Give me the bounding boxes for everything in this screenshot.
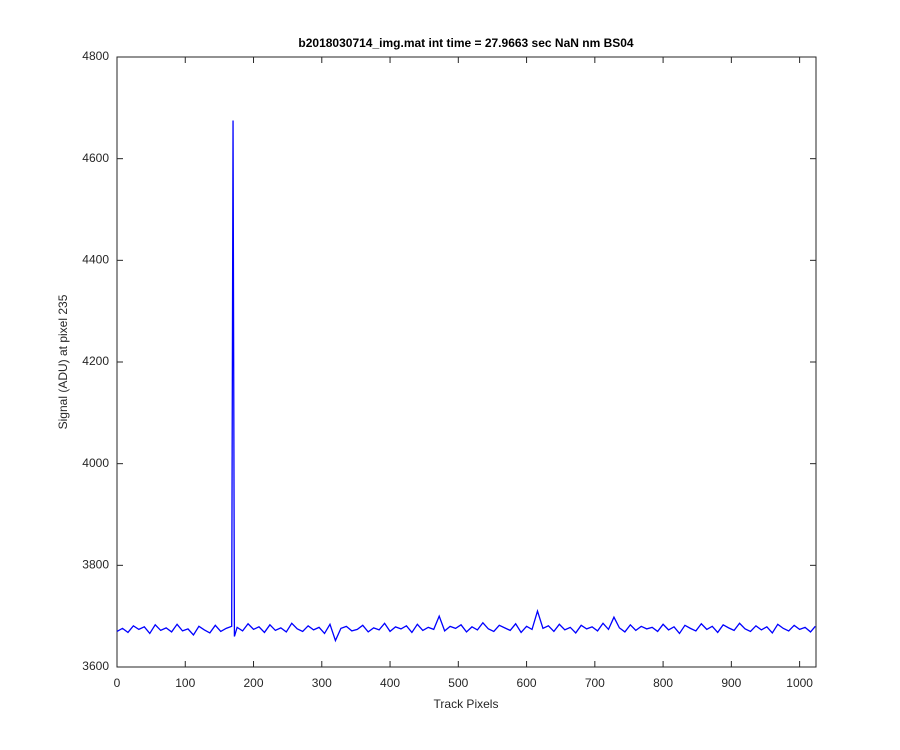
y-tick-label: 4400	[82, 253, 109, 267]
x-tick-label: 900	[721, 676, 741, 690]
x-tick-label: 200	[244, 676, 264, 690]
data-line	[116, 120, 816, 643]
x-tick-label: 500	[448, 676, 468, 690]
y-tick-label: 4600	[82, 151, 109, 165]
x-tick-label: 800	[653, 676, 673, 690]
x-tick-label: 0	[114, 676, 121, 690]
y-tick-label: 4200	[82, 354, 109, 368]
plot-frame	[116, 56, 817, 668]
y-tick-label: 3600	[82, 659, 109, 673]
y-tick-label: 4000	[82, 456, 109, 470]
y-axis-label: Signal (ADU) at pixel 235	[56, 294, 70, 429]
x-tick-label: 1000	[786, 676, 813, 690]
x-tick-label: 100	[175, 676, 195, 690]
x-axis-label: Track Pixels	[434, 697, 499, 711]
y-tick-label: 4800	[82, 49, 109, 63]
chart-title: b2018030714_img.mat int time = 27.9663 s…	[298, 36, 634, 50]
x-tick-label: 600	[517, 676, 537, 690]
x-tick-label: 400	[380, 676, 400, 690]
x-tick-label: 300	[312, 676, 332, 690]
y-tick-label: 3800	[82, 558, 109, 572]
x-tick-label: 700	[585, 676, 605, 690]
